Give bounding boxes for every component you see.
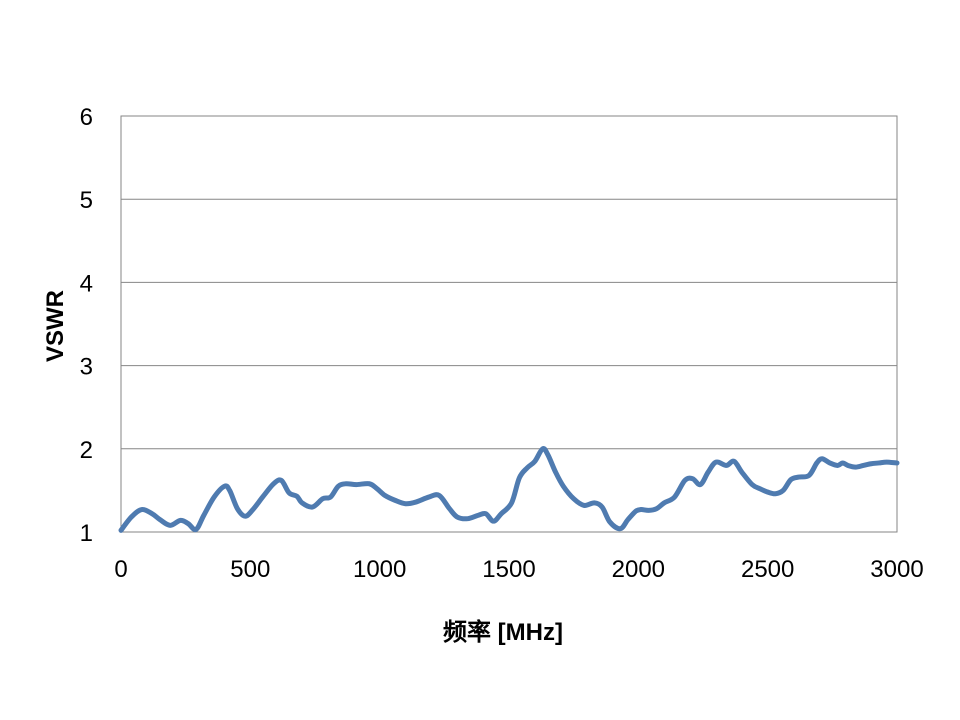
y-tick-label: 3 xyxy=(80,354,93,381)
y-tick-label: 4 xyxy=(80,270,93,297)
y-tick-label: 5 xyxy=(80,187,93,214)
gridlines xyxy=(121,198,897,450)
y-axis-ticks: 1 2 3 4 5 6 xyxy=(80,104,93,547)
x-tick-label: 2000 xyxy=(612,556,665,583)
plot-area xyxy=(120,115,898,533)
y-tick-label: 1 xyxy=(80,520,93,547)
x-tick-label: 2500 xyxy=(741,556,794,583)
x-axis-title: 频率 [MHz] xyxy=(443,618,563,646)
y-tick-label: 2 xyxy=(80,437,93,464)
x-axis-ticks: 0 500 1000 1500 2000 2500 3000 xyxy=(114,556,923,583)
y-axis-title: VSWR xyxy=(42,290,69,362)
series-line-vswr xyxy=(118,446,900,533)
x-tick-label: 1000 xyxy=(353,556,406,583)
x-tick-label: 3000 xyxy=(870,556,923,583)
x-tick-label: 1500 xyxy=(482,556,535,583)
x-tick-label: 0 xyxy=(114,556,127,583)
series-layer xyxy=(118,446,900,533)
y-tick-label: 6 xyxy=(80,104,93,131)
x-tick-label: 500 xyxy=(230,556,270,583)
